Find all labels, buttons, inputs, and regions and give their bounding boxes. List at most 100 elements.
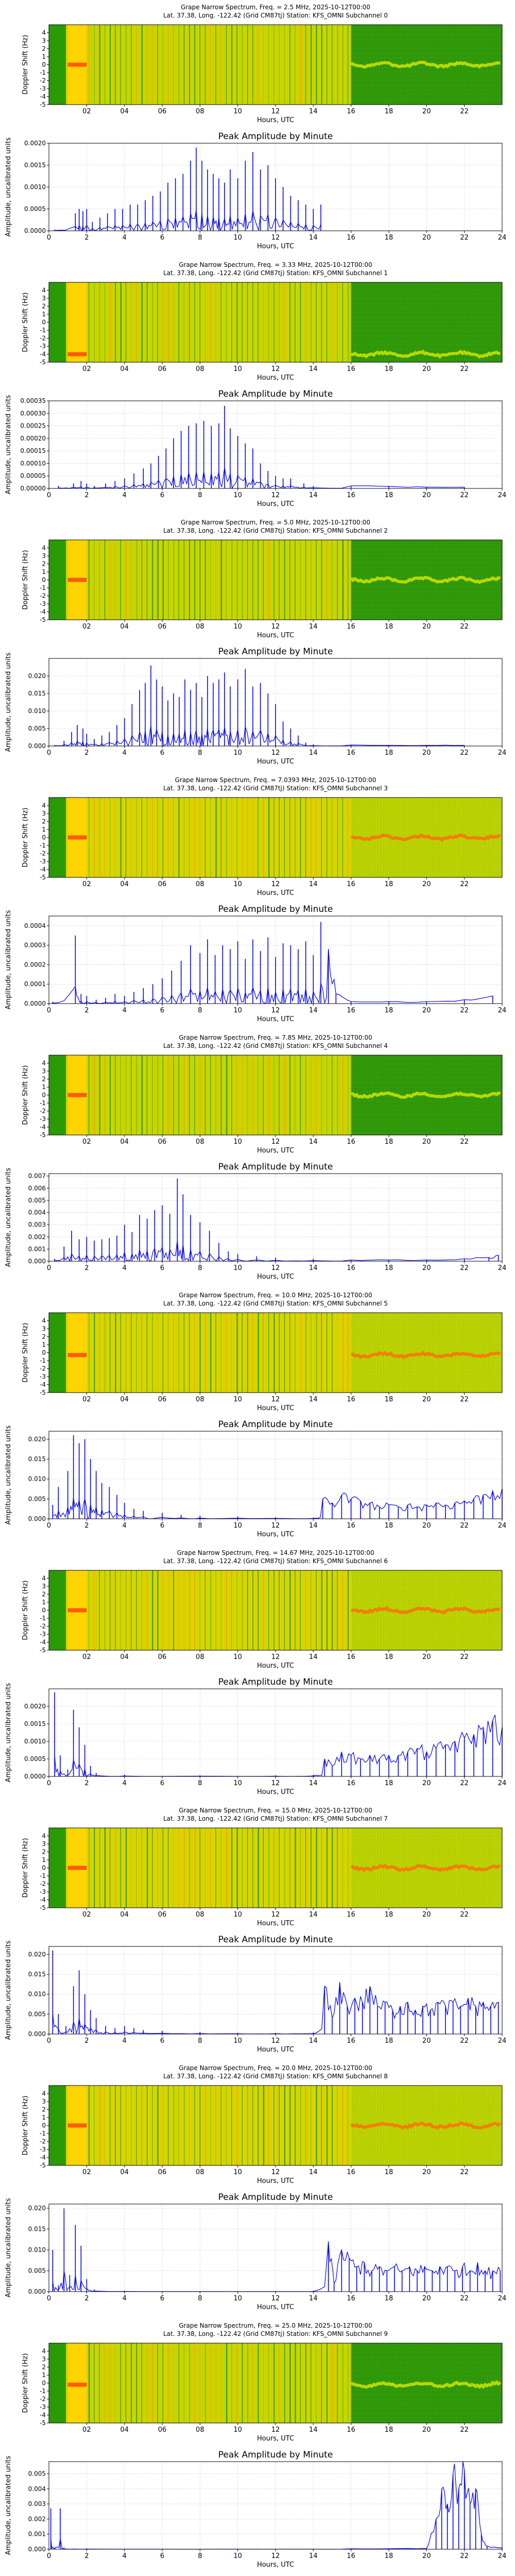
spectrogram-ytick-label: -4 (40, 93, 46, 100)
spectrogram-stripe (327, 1828, 328, 1908)
spectrogram-stripe (210, 798, 211, 877)
spectrogram-stripe (252, 25, 253, 105)
spectrogram-stripe (215, 1055, 216, 1135)
spectrogram-stripe (289, 540, 290, 620)
spectrogram-stripe (247, 2343, 248, 2423)
amplitude-ytick-label: 0.0010 (24, 1738, 46, 1745)
spectrogram-ytick-label: -4 (40, 2412, 46, 2419)
amplitude-xtick-label: 12 (271, 1780, 280, 1787)
spectrogram-stripe (194, 1055, 195, 1135)
spectrogram-stripe (332, 1828, 333, 1908)
spectrogram-xtick-label: 04 (120, 2168, 129, 2176)
spectrogram-xtick-label: 04 (120, 1911, 129, 1919)
spectrogram-stripe (263, 798, 264, 877)
amplitude-ylabel: Amplitude, uncalibrated units (5, 395, 12, 494)
amplitude-xtick-label: 6 (160, 749, 164, 757)
amplitude-ytick-label: 0.00000 (20, 485, 46, 492)
spectrogram-stripe (231, 2343, 232, 2423)
spectrogram-stripe (125, 540, 127, 620)
spectrogram-8: Grape Narrow Spectrum, Freq. = 20.0 MHz,… (22, 2064, 503, 2185)
amplitude-xtick-label: 14 (309, 1522, 318, 1530)
amplitude-xtick-label: 4 (123, 749, 127, 757)
amplitude-xtick-label: 22 (460, 1522, 469, 1530)
amplitude-xtick-label: 0 (47, 2295, 51, 2302)
spectrogram-stripe (152, 798, 153, 877)
spectrogram-stripe (305, 2086, 306, 2165)
spectrogram-stripe (210, 1313, 212, 1393)
spectrogram-xtick-label: 02 (82, 623, 91, 631)
spectrogram-stripe (337, 2343, 338, 2423)
amplitude-xtick-label: 12 (271, 1007, 280, 1014)
amplitude-xlabel: Hours, UTC (257, 1015, 294, 1023)
amplitude-xtick-label: 8 (198, 492, 202, 499)
spectrogram-stripe (194, 282, 195, 362)
spectrogram-stripe (289, 1055, 290, 1135)
spectrogram-ytick-label: -3 (40, 2403, 46, 2411)
spectrogram-stripe (295, 2343, 296, 2423)
spectrogram-xtick-label: 04 (120, 108, 129, 115)
amplitude-xtick-label: 20 (422, 234, 431, 242)
spectrogram-ytick-label: -5 (40, 616, 46, 623)
spectrogram-title-line1: Grape Narrow Spectrum, Freq. = 3.33 MHz,… (179, 261, 372, 268)
amplitude-series (52, 1982, 499, 2035)
spectrogram-stripe (316, 2086, 317, 2165)
spectrogram-stripe (194, 540, 196, 620)
amplitude-xtick-label: 14 (309, 749, 318, 757)
spectrogram-stripe (210, 282, 211, 362)
spectrogram-trace-night (351, 833, 501, 842)
amplitude-xtick-label: 16 (347, 2552, 355, 2560)
spectrogram-stripe (99, 1055, 100, 1135)
spectrogram-xtick-label: 18 (385, 623, 393, 631)
spectrogram-stripe (305, 1570, 306, 1650)
spectrogram-night-texture-2 (351, 282, 502, 362)
spectrogram-stripe (279, 1570, 280, 1650)
spectrogram-stripe (263, 1055, 264, 1135)
spectrogram-stripe (94, 1055, 95, 1135)
spectrogram-stripe (236, 1313, 238, 1393)
spectrogram-ytick-label: -1 (40, 2130, 46, 2137)
spectrogram-ytick-label: 0 (42, 2380, 46, 2387)
spectrogram-stripe (321, 1570, 322, 1650)
spectrogram-stripe (263, 1570, 264, 1650)
spectrogram-xtick-label: 04 (120, 623, 129, 631)
spectrogram-stripe (204, 540, 206, 620)
spectrogram-stripe (89, 1313, 90, 1393)
spectrogram-xtick-label: 20 (422, 1911, 431, 1919)
spectrogram-xtick-label: 06 (158, 2168, 167, 2176)
spectrogram-stripe (189, 1055, 190, 1135)
spectrogram-xtick-label: 22 (460, 623, 469, 631)
amplitude-ytick-label: 0.004 (28, 2485, 46, 2493)
amplitude-xtick-label: 14 (309, 1007, 318, 1014)
amplitude-xlabel: Hours, UTC (257, 1531, 294, 1538)
spectrogram-ytick-label: 4 (42, 29, 46, 37)
spectrogram-ytick-label: 2 (42, 1076, 46, 1083)
spectrogram-title-line2: Lat. 37.38, Long. -122.42 (Grid CM87tj) … (163, 12, 388, 19)
spectrogram-stripe (268, 540, 270, 620)
spectrogram-ytick-label: 4 (42, 1833, 46, 1840)
amplitude-ylabel: Amplitude, uncalibrated units (5, 652, 12, 752)
spectrogram-ytick-label: 1 (42, 1599, 46, 1606)
spectrogram-ytick-label: 4 (42, 545, 46, 552)
spectrogram-stripe (247, 25, 248, 105)
amplitude-xtick-label: 12 (271, 749, 280, 757)
amplitude-xtick-label: 18 (385, 749, 393, 757)
spectrogram-stripe (110, 282, 111, 362)
spectrogram-stripe (242, 1570, 243, 1650)
spectrogram-trace-night (350, 2121, 502, 2130)
amplitude-xtick-label: 6 (160, 492, 164, 499)
spectrogram-xtick-label: 12 (271, 365, 280, 373)
amplitude-xtick-label: 12 (271, 1264, 280, 1272)
spectrogram-ytick-label: 4 (42, 2348, 46, 2355)
spectrogram-stripe (157, 540, 159, 620)
spectrogram-ytick-label: 4 (42, 1060, 46, 1067)
spectrogram-xtick-label: 02 (82, 108, 91, 115)
spectrogram-stripe (247, 1570, 248, 1650)
spectrogram-stripe (342, 1055, 344, 1135)
spectrogram-ytick-label: 4 (42, 287, 46, 294)
amplitude-chart-6: Peak Amplitude by Minute 0.0000 0.0005 0.00… (5, 1677, 506, 1796)
spectrogram-stripe (89, 540, 90, 620)
spectrogram-stripe (99, 1828, 100, 1908)
spectrogram-xtick-label: 16 (347, 623, 355, 631)
spectrogram-stripe (327, 2343, 328, 2423)
spectrogram-stripe (183, 1055, 185, 1135)
